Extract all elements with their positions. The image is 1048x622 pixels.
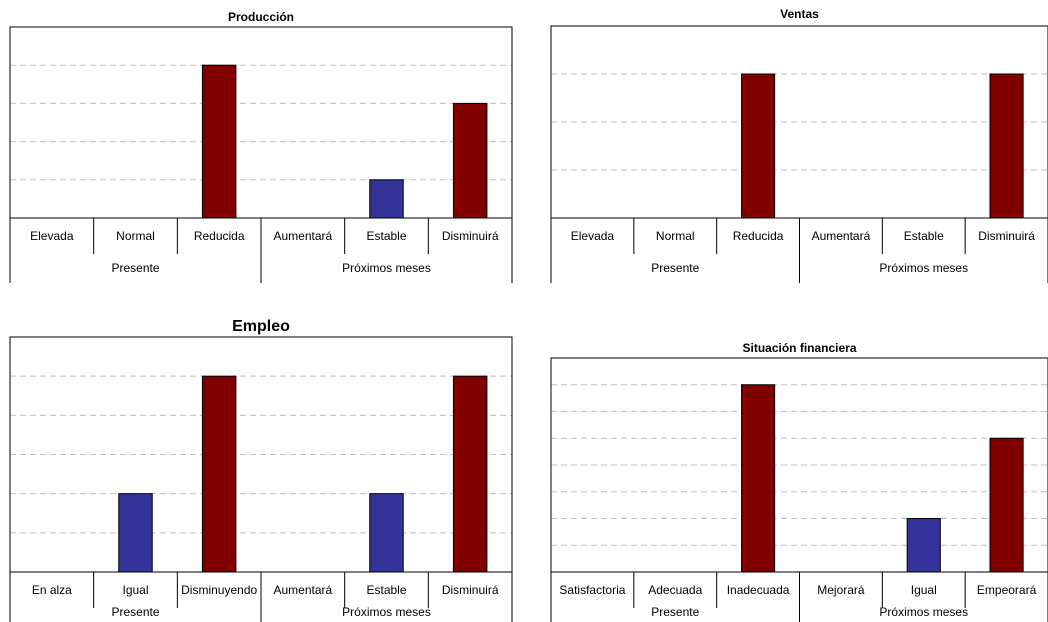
category-label: Disminuirá	[442, 229, 499, 243]
chart-2: Ventas Elevada Normal Reducida Aumentará Esta…	[550, 7, 1048, 283]
category-label: Normal	[116, 229, 155, 243]
category-label: Mejorará	[817, 583, 865, 597]
category-label: Elevada	[30, 229, 74, 243]
group-label: Presente	[111, 605, 159, 619]
category-label: Igual	[911, 583, 937, 597]
bar-estable	[369, 493, 404, 573]
bar-disminuirá	[452, 375, 488, 573]
category-label: Disminuirá	[978, 229, 1035, 243]
category-label: Estable	[904, 229, 944, 243]
plot-frame	[9, 26, 513, 219]
category-label: Aumentará	[812, 229, 871, 243]
chart-1: Producción Elevada Normal Reducida Aumentará…	[9, 10, 513, 283]
bar-estable	[369, 179, 404, 219]
bar-reducida	[741, 73, 776, 219]
category-label: Empeorará	[977, 583, 1037, 597]
bar-empeorará	[989, 437, 1024, 573]
group-label: Próximos meses	[879, 605, 968, 619]
group-label: Próximos meses	[342, 261, 431, 275]
category-label: Igual	[122, 583, 148, 597]
category-label: Reducida	[194, 229, 245, 243]
category-label: Aumentará	[273, 229, 332, 243]
bar-igual	[118, 493, 153, 573]
category-label: En alza	[32, 583, 72, 597]
chart-title: Situación financiera	[742, 341, 856, 355]
category-label: Reducida	[733, 229, 784, 243]
bar-disminuirá	[452, 102, 488, 219]
category-label: Normal	[656, 229, 695, 243]
category-label: Estable	[366, 229, 406, 243]
bar-igual	[906, 518, 941, 573]
category-label: Satisfactoria	[559, 583, 625, 597]
category-label: Aumentará	[273, 583, 332, 597]
category-label: Adecuada	[648, 583, 702, 597]
bar-disminuyendo	[201, 375, 237, 573]
chart-title: Empleo	[232, 318, 290, 335]
chart-title: Ventas	[780, 7, 819, 21]
bar-inadecuada	[741, 384, 776, 573]
group-label: Presente	[651, 261, 699, 275]
category-label: Elevada	[571, 229, 615, 243]
group-label: Presente	[111, 261, 159, 275]
group-label: Próximos meses	[342, 605, 431, 619]
category-label: Inadecuada	[727, 583, 790, 597]
chart-3: Empleo En alza Igual Disminuyendo Aumentará E…	[9, 318, 513, 622]
bar-reducida	[201, 64, 237, 219]
chart-title: Producción	[228, 10, 294, 24]
category-label: Disminuyendo	[181, 583, 257, 597]
bar-disminuirá	[989, 73, 1024, 219]
group-label: Próximos meses	[879, 261, 968, 275]
group-label: Presente	[651, 605, 699, 619]
category-label: Estable	[366, 583, 406, 597]
chart-4: Situación financiera Satisfactoria Adecuad…	[550, 341, 1048, 622]
category-label: Disminuirá	[442, 583, 499, 597]
